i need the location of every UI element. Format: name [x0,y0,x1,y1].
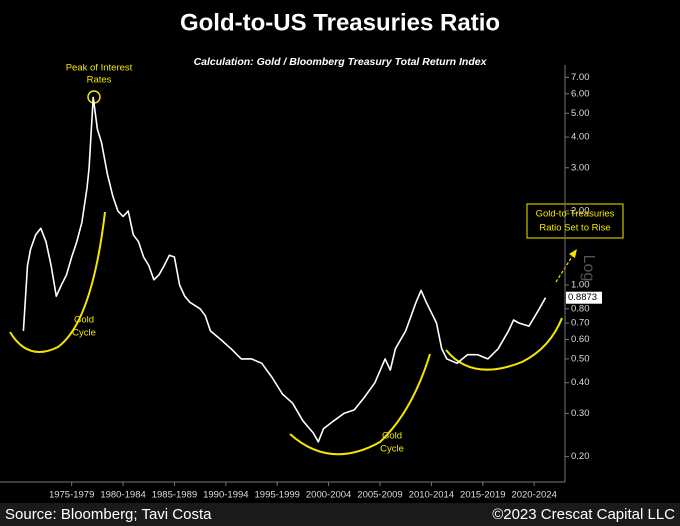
value-label: 0.8873 [568,292,597,303]
y-tick-label: 0.60 [571,334,590,345]
chart-title: Gold-to-US Treasuries Ratio [180,9,500,36]
annotation: Cycle [380,444,404,455]
value-label-box [566,291,602,304]
annotation: Gold-to-Treasuries [536,209,615,220]
y-axis-label: Log [580,255,597,282]
chart-subtitle: Calculation: Gold / Bloomberg Treasury T… [194,56,488,68]
y-tick-label: 7.00 [571,72,590,83]
x-tick-label: 1995-1999 [255,490,300,501]
y-tick-label: 3.00 [571,162,590,173]
annotation: Rates [87,75,112,86]
y-tick-label: 4.00 [571,132,590,143]
y-tick-label: 0.30 [571,408,590,419]
annotation: Peak of Interest [66,63,133,74]
cycle-curve [9,211,106,353]
x-tick-label: 2020-2024 [511,490,556,501]
cycle-curve [445,317,563,371]
annotation: Gold [382,431,402,442]
data-line [22,96,547,443]
x-tick-label: 2005-2009 [357,490,402,501]
y-tick-label: 0.80 [571,303,590,314]
x-tick-label: 1975-1979 [49,490,94,501]
source: Source: Bloomberg; Tavi Costa [5,506,212,523]
arrow-head [569,249,577,258]
annotation: Ratio Set to Rise [539,223,610,234]
y-tick-label: 6.00 [571,88,590,99]
gold-cycle-curves [9,211,563,456]
x-tick-label: 1980-1984 [100,490,145,501]
y-tick-label: 5.00 [571,108,590,119]
annotation: Cycle [72,328,96,339]
x-tick-label: 1990-1994 [203,490,248,501]
y-tick-label: 1.00 [571,279,590,290]
cycle-curve [289,353,431,456]
credit: ©2023 Crescat Capital LLC [492,506,675,523]
y-tick-label: 0.20 [571,451,590,462]
x-tick-label: 2000-2004 [306,490,351,501]
y-tick-label: 2.00 [571,206,590,217]
footer-band [0,503,680,526]
x-tick-label: 1985-1989 [152,490,197,501]
y-tick-label: 0.50 [571,353,590,364]
x-tick-label: 2015-2019 [460,490,505,501]
annotation: Gold [74,315,94,326]
y-tick-label: 0.70 [571,318,590,329]
x-tick-label: 2010-2014 [409,490,454,501]
annotation-box [526,203,624,239]
y-tick-label: 0.40 [571,377,590,388]
